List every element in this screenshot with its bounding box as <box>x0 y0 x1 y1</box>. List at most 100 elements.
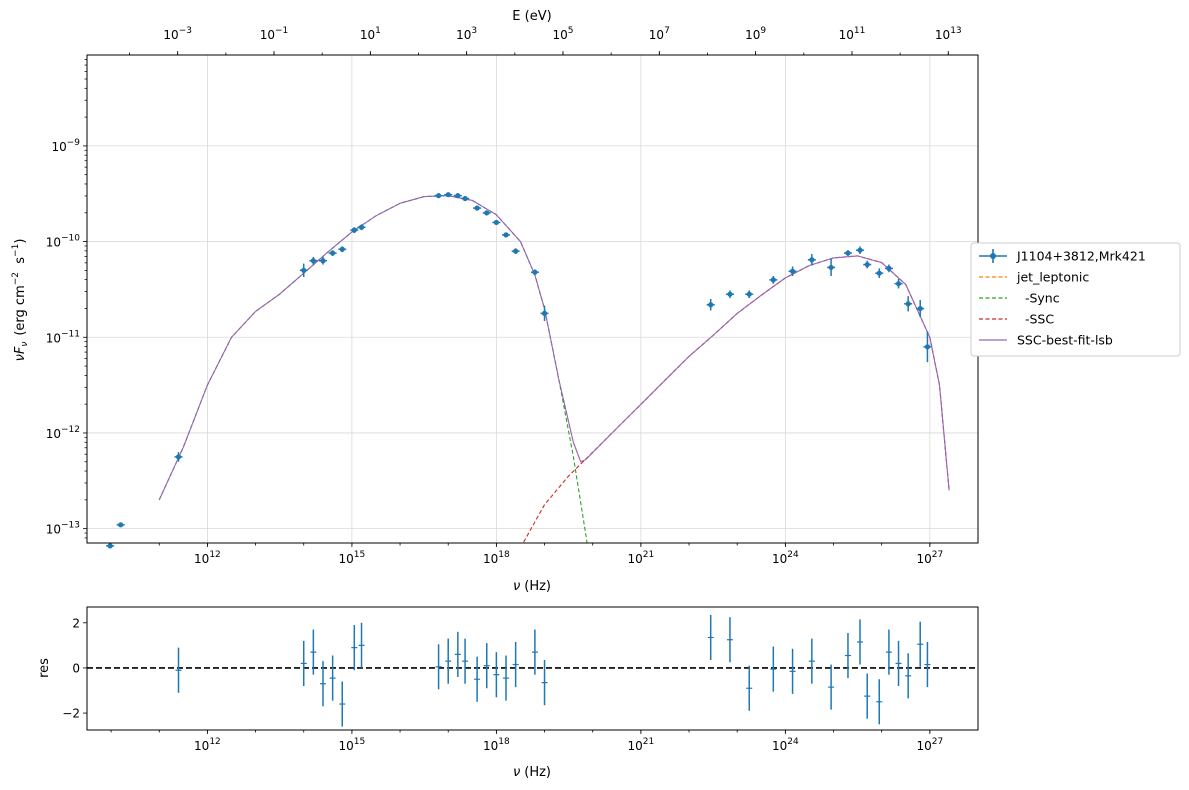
sed-marker <box>708 302 714 308</box>
legend-entry: jet_leptonic <box>979 270 1089 285</box>
legend-entry: SSC-best-fit-lsb <box>979 333 1113 348</box>
sed-data-point <box>328 250 337 256</box>
res-x-tick-label: 1018 <box>483 737 510 753</box>
sed-data-points <box>106 192 932 549</box>
sed-marker <box>330 250 336 256</box>
residual-point <box>435 644 442 690</box>
sed-data-point <box>725 290 734 299</box>
sed-data-point <box>540 305 549 322</box>
y-tick-label: 10−12 <box>46 425 80 441</box>
top-tick-label: 10−3 <box>163 26 192 42</box>
sed-data-point <box>461 195 470 202</box>
res-x-tick-label: 1027 <box>916 737 943 753</box>
top-tick-label: 105 <box>552 26 573 42</box>
sed-data-point <box>473 205 482 211</box>
sed-data-point <box>116 522 125 528</box>
sed-data-point <box>745 290 754 299</box>
ssc-component-curve <box>522 255 950 543</box>
sed-marker <box>541 310 548 316</box>
sed-marker <box>320 258 326 264</box>
residual-point <box>445 638 452 684</box>
x-tick-label: 1018 <box>483 550 510 566</box>
sed-y-axis-label: νFν(erg cm−2 s−1) <box>11 239 30 362</box>
sed-data-point <box>894 278 903 289</box>
legend: J1104+3812,Mrk421 jet_leptonic -Sync -SSC… <box>970 242 1181 357</box>
residual-point <box>310 629 317 675</box>
sed-data-point <box>453 193 462 199</box>
sed-data-point <box>827 258 836 277</box>
model-curves <box>158 195 950 543</box>
residual-point <box>358 622 365 668</box>
sed-marker <box>118 522 124 528</box>
sed-marker <box>339 246 345 252</box>
x-tick-label: 1021 <box>627 550 654 566</box>
sed-data-point <box>923 331 932 363</box>
residual-point <box>808 638 815 684</box>
legend-label: J1104+3812,Mrk421 <box>1016 249 1146 264</box>
sed-marker <box>876 270 882 276</box>
x-tick-label: 1027 <box>916 550 943 566</box>
sed-marker <box>746 291 752 297</box>
sed-marker <box>493 219 499 226</box>
sed-marker <box>727 291 733 297</box>
residual-point <box>895 640 902 686</box>
sed-marker <box>175 454 182 460</box>
residual-point <box>885 629 892 675</box>
legend-label: jet_leptonic <box>1016 270 1089 285</box>
legend-label: SSC-best-fit-lsb <box>1017 333 1113 348</box>
sed-marker <box>845 250 851 256</box>
sed-marker <box>770 277 776 283</box>
sed-data-point <box>863 260 872 269</box>
legend-swatch-marker <box>990 253 996 259</box>
residual-point <box>503 655 510 701</box>
residual-point <box>300 640 307 686</box>
sed-data-point <box>788 266 797 277</box>
legend-box <box>970 242 1181 357</box>
sed-marker <box>532 269 538 275</box>
residual-point <box>462 638 469 684</box>
residual-point <box>789 648 796 694</box>
residual-point <box>319 661 326 707</box>
residual-point <box>483 643 490 689</box>
residual-points <box>175 614 931 727</box>
sed-data-point <box>511 248 520 255</box>
sed-marker <box>107 543 113 549</box>
sed-marker <box>358 224 365 230</box>
residual-point <box>707 614 714 661</box>
residual-point <box>531 629 538 675</box>
residual-x-axis-label: ν (Hz) <box>513 765 551 780</box>
top-axis-label: E (eV) <box>512 9 551 24</box>
sed-data-point <box>807 254 816 266</box>
top-tick-label: 1011 <box>839 26 866 42</box>
legend-items: J1104+3812,Mrk421 jet_leptonic -Sync -SSC… <box>979 249 1146 348</box>
sed-marker <box>864 261 870 268</box>
x-tick-label: 1012 <box>194 550 221 566</box>
sed-marker <box>445 192 451 198</box>
sed-panel: 1012 1015 1018 1021 1024 1027 10−13 10−12 10−11 1… <box>11 9 979 594</box>
top-tick-label: 109 <box>745 26 766 42</box>
res-x-tick-label: 1012 <box>194 737 221 753</box>
residual-point <box>876 679 883 725</box>
residual-y-axis-label: res <box>37 658 52 678</box>
sed-data-point <box>482 210 491 216</box>
top-tick-label: 103 <box>456 26 477 42</box>
sed-marker <box>924 344 931 350</box>
sed-data-point <box>904 296 913 312</box>
sed-data-point <box>444 192 453 198</box>
residual-point <box>512 641 519 688</box>
sed-marker <box>828 264 834 271</box>
sed-data-point <box>492 219 501 226</box>
sed-data-point <box>434 193 443 199</box>
residual-point <box>351 625 358 671</box>
residual-point <box>726 617 733 663</box>
residual-point <box>746 665 753 711</box>
main-grid <box>87 55 978 543</box>
residual-point <box>175 647 182 693</box>
sed-marker <box>809 257 815 263</box>
sed-data-point <box>357 224 366 231</box>
sed-marker <box>895 281 902 287</box>
res-x-tick-label: 1021 <box>627 737 654 753</box>
sed-marker <box>455 193 461 199</box>
x-tick-label: 1024 <box>772 550 799 566</box>
